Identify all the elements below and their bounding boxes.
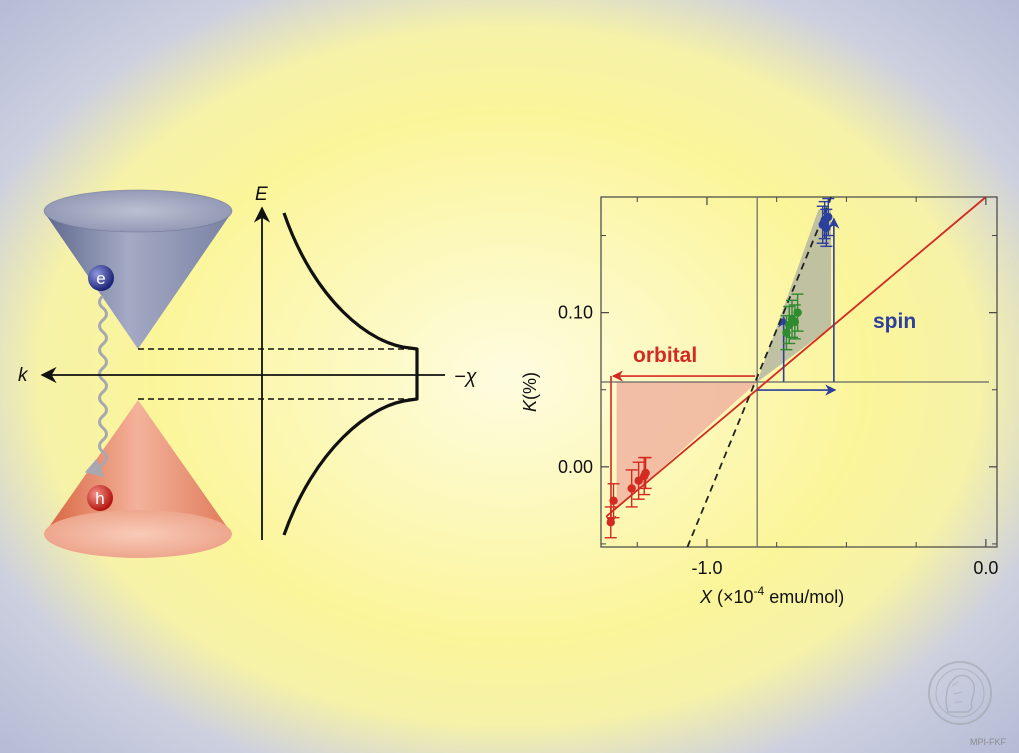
dashed-fit-line: [686, 196, 832, 548]
data-point: [627, 484, 636, 493]
y-tick-label: 0.10: [558, 303, 593, 323]
watermark: MPI-FKF: [928, 661, 1006, 747]
excitation-wavy-line: [84, 294, 108, 478]
chart-ticks: -1.0 0.0 0.00 0.10: [558, 197, 998, 578]
chart-points: [604, 197, 835, 539]
data-point: [606, 518, 615, 527]
chi-axis-label: −χ: [454, 366, 478, 388]
momentum-axis-label: k: [18, 365, 29, 386]
orbital-shaded-area: [616, 382, 758, 510]
electron-label: e: [96, 269, 105, 288]
chart-labels: orbital spin X (×10-4 emu/mol) K(%): [520, 310, 916, 607]
x-axis-label-var: X: [699, 587, 713, 607]
x-tick-label: -1.0: [691, 558, 722, 578]
x-axis-label-exp: -4: [754, 584, 765, 598]
series-1: [780, 293, 804, 351]
institute-seal-logo: [928, 661, 992, 725]
energy-axis-label: E: [255, 184, 268, 205]
y-axis-label: K(%): [520, 372, 540, 412]
data-point: [634, 476, 643, 485]
x-axis-label-unit: emu/mol): [764, 587, 844, 607]
susceptibility-curve: [282, 212, 419, 536]
data-point: [609, 496, 618, 505]
electron-ball: e: [88, 265, 114, 291]
watermark-text: MPI-FKF: [970, 737, 1006, 747]
x-tick-label: 0.0: [973, 558, 998, 578]
x-axis-label: X (×10-4 emu/mol): [699, 584, 844, 607]
data-point: [641, 468, 650, 478]
orbital-label: orbital: [633, 344, 697, 367]
hole-ball: h: [87, 485, 113, 511]
spin-shaded-area: [757, 209, 832, 383]
y-axis-label-rest: (%): [520, 372, 540, 400]
series-2: [816, 197, 835, 248]
band-diagram: e h k E −χ: [18, 184, 478, 558]
x-axis-label-rest: (×10: [712, 587, 754, 607]
conduction-cone: [43, 189, 233, 349]
chart-fills: [616, 209, 832, 510]
hole-label: h: [95, 489, 104, 508]
data-point: [824, 212, 833, 222]
data-point: [793, 308, 802, 317]
orbital-fit-line: [605, 196, 987, 517]
spin-label: spin: [873, 310, 916, 333]
y-axis-label-var: K: [520, 399, 540, 412]
plot-frame: [600, 196, 998, 548]
k-vs-chi-chart: -1.0 0.0 0.00 0.10 orbital spin X (×10-4 em…: [520, 196, 998, 607]
data-point: [822, 223, 831, 233]
y-tick-label: 0.00: [558, 457, 593, 477]
series-0: [604, 456, 652, 539]
